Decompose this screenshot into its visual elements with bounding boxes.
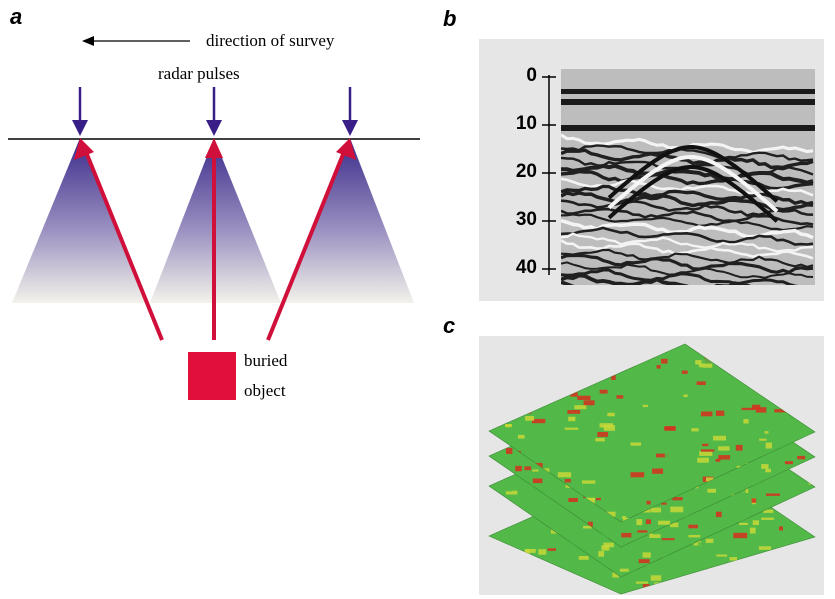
radar-pulse-arrow-left [72, 87, 88, 136]
depth-tick-label-20: 20 [515, 161, 537, 182]
buried-object [188, 352, 236, 400]
depth-slices-svg [488, 343, 816, 595]
panel-label-b: b [443, 6, 457, 31]
panel-label-a: a [10, 4, 23, 29]
depth-tick-label-10: 10 [515, 113, 537, 134]
radargram-reflections [561, 89, 815, 285]
radar-cone-right [284, 138, 414, 303]
gpr-principle-diagram [8, 36, 420, 400]
buried-object-label-line1: buried [244, 351, 288, 370]
depth-tick-label-0: 0 [526, 65, 537, 86]
depth-tick-label-30: 30 [515, 209, 537, 230]
radar-pulses-label: radar pulses [158, 64, 240, 83]
reflection-ray-middle [205, 138, 223, 340]
radargram-svg [542, 69, 815, 285]
radar-pulse-arrow-middle [206, 87, 222, 136]
depth-slices [488, 343, 816, 595]
reflection-ray-left [74, 138, 164, 341]
direction-of-survey-label: direction of survey [206, 31, 335, 50]
radar-pulse-arrow-right [342, 87, 358, 136]
depth-tick-label-40: 40 [515, 257, 537, 278]
survey-direction-arrowhead [82, 36, 94, 46]
reflection-ray-right [266, 138, 356, 341]
radargram-panel: 0 10 20 30 40 [479, 39, 824, 301]
radar-cone-left [12, 138, 148, 303]
buried-object-label-line2: object [244, 381, 286, 400]
depth-slices-panel [479, 336, 824, 595]
panel-label-c: c [443, 313, 456, 338]
